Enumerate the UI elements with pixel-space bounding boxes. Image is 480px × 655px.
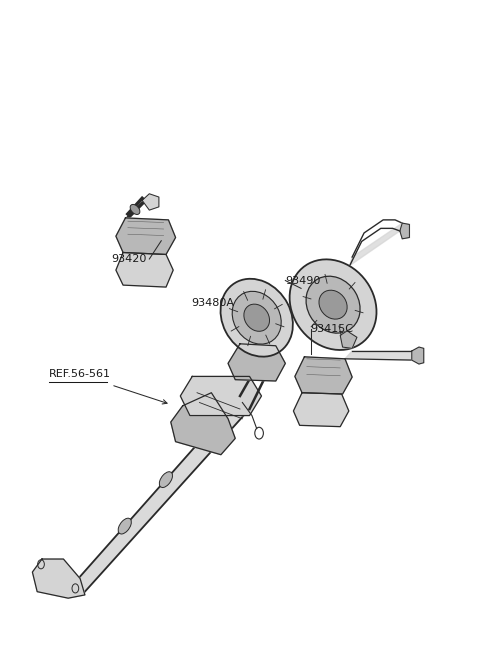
Ellipse shape	[306, 276, 360, 333]
Ellipse shape	[244, 304, 270, 331]
Text: 93415C: 93415C	[311, 324, 354, 334]
Ellipse shape	[159, 472, 172, 487]
Polygon shape	[116, 218, 176, 254]
Ellipse shape	[232, 291, 281, 344]
Ellipse shape	[130, 204, 140, 214]
Polygon shape	[293, 393, 349, 426]
Polygon shape	[350, 223, 402, 265]
Polygon shape	[75, 396, 250, 591]
Polygon shape	[33, 559, 85, 598]
Polygon shape	[295, 357, 352, 394]
Ellipse shape	[118, 518, 132, 534]
Polygon shape	[228, 344, 285, 381]
Polygon shape	[400, 223, 409, 239]
Text: 93490: 93490	[285, 276, 321, 286]
Polygon shape	[345, 351, 414, 360]
Ellipse shape	[220, 279, 293, 357]
Ellipse shape	[289, 259, 376, 350]
Text: 93480A: 93480A	[191, 298, 234, 308]
Polygon shape	[180, 377, 262, 415]
Text: 93420: 93420	[111, 254, 147, 264]
Polygon shape	[116, 252, 173, 287]
Polygon shape	[340, 331, 357, 348]
Polygon shape	[412, 347, 424, 364]
Ellipse shape	[319, 290, 347, 319]
Polygon shape	[142, 194, 159, 210]
Polygon shape	[171, 393, 235, 455]
Text: REF.56-561: REF.56-561	[49, 369, 111, 379]
